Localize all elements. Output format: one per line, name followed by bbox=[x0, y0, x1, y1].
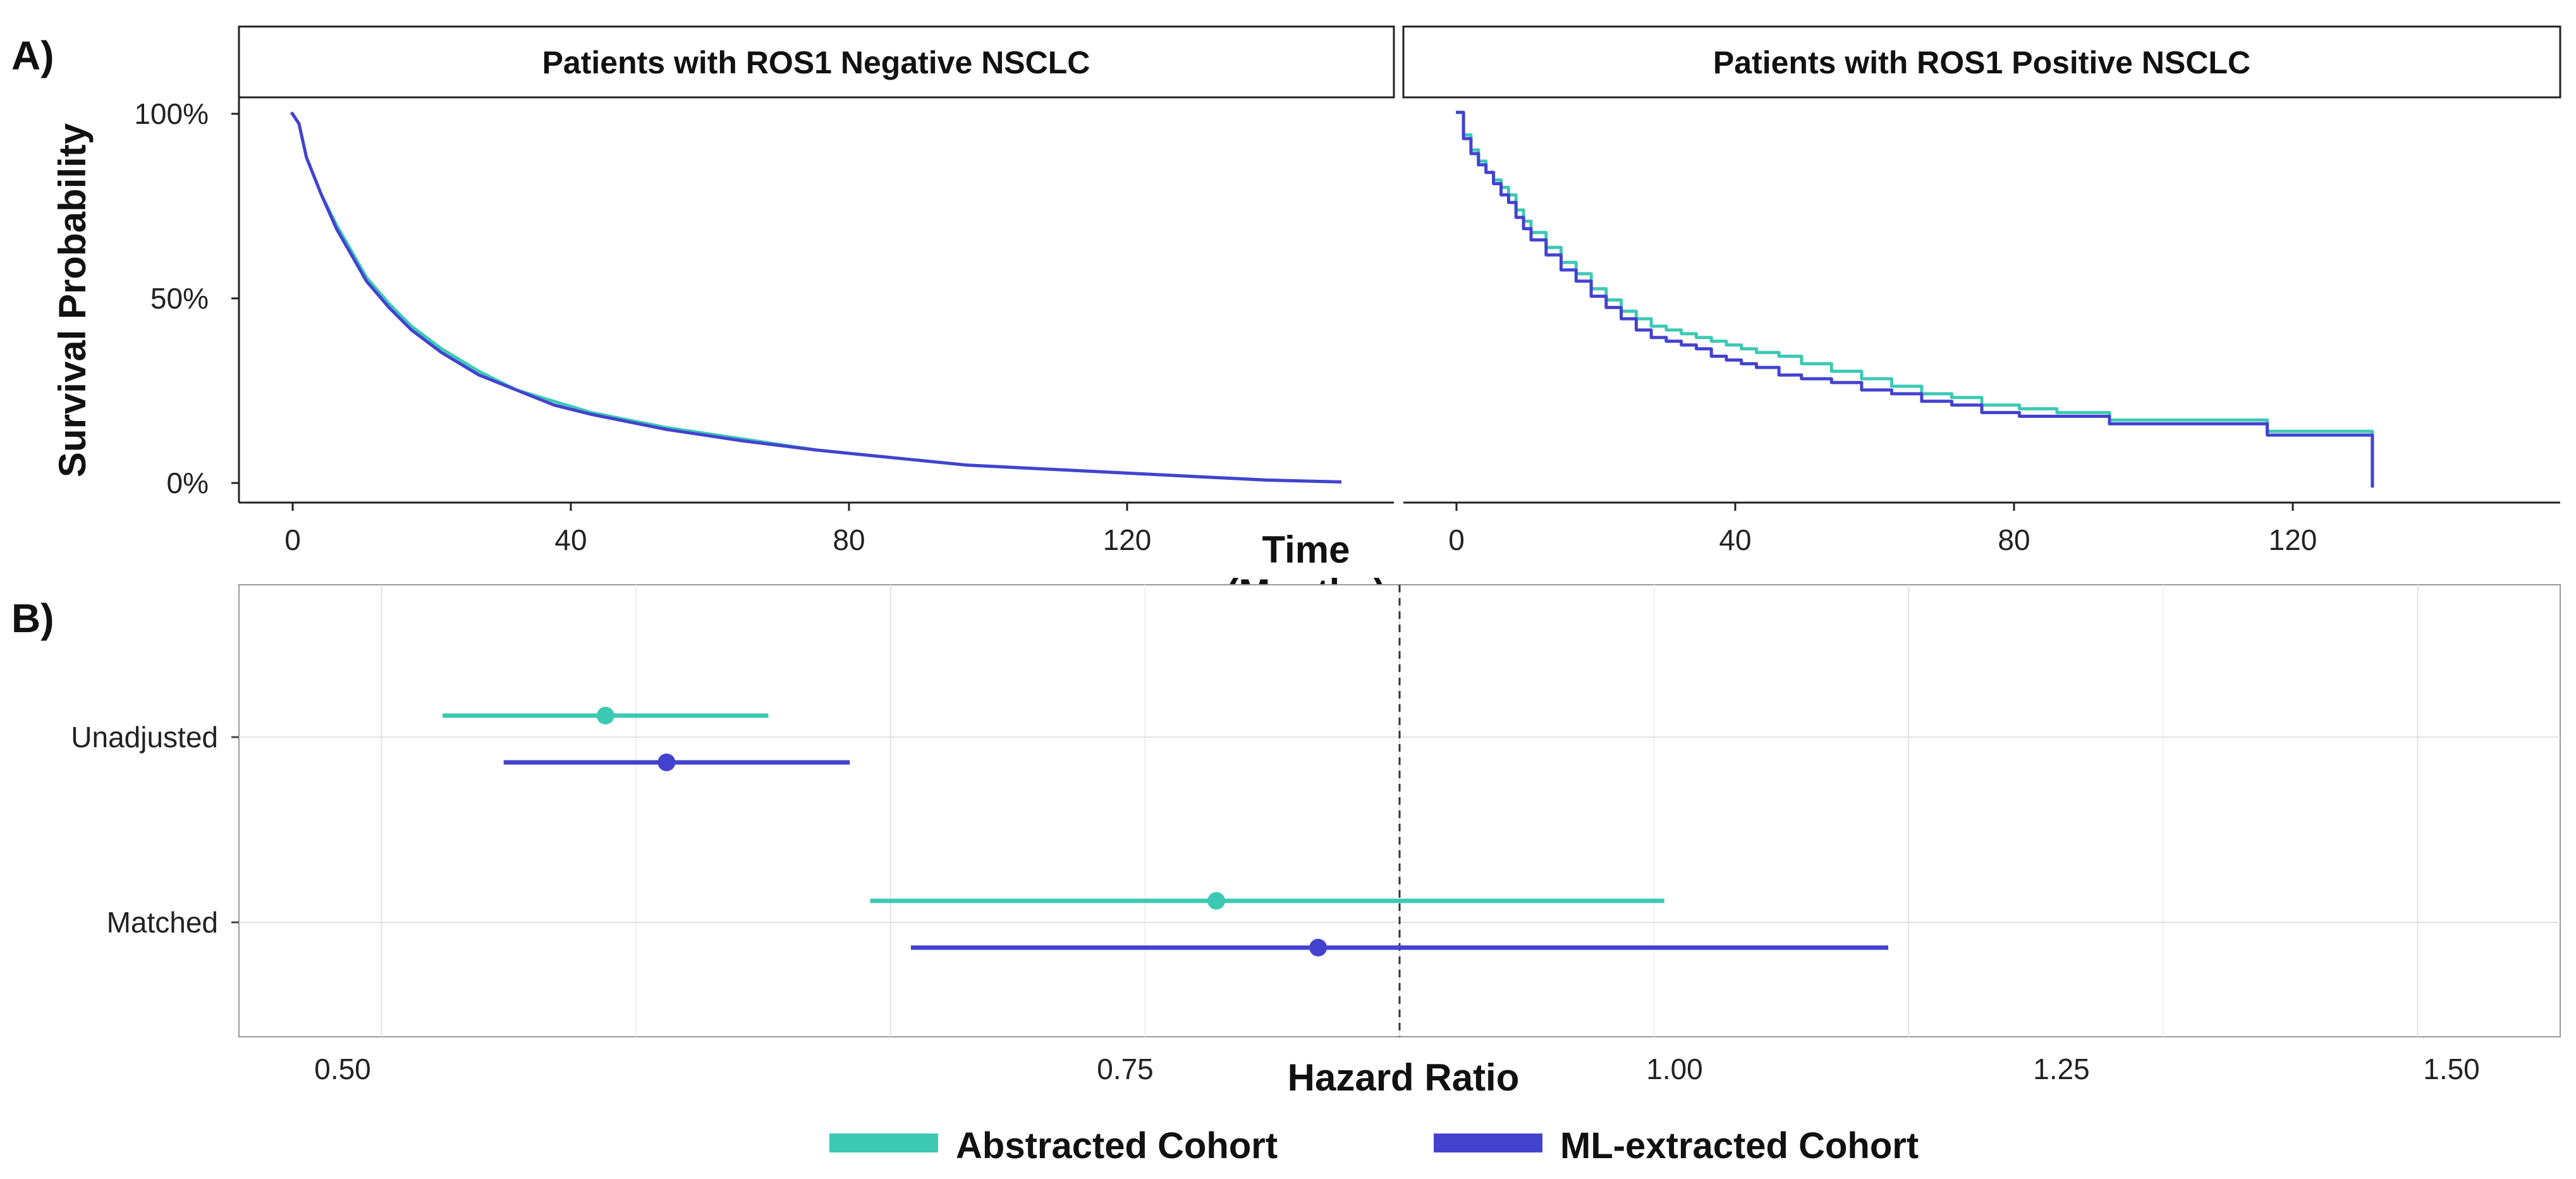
left-ytick-label: 50% bbox=[150, 282, 209, 315]
right-xtick-label: 120 bbox=[2269, 523, 2317, 556]
left-strip-box bbox=[238, 25, 1395, 99]
hazard-ratio-axis-title: Hazard Ratio bbox=[1288, 1056, 1520, 1099]
forest-xtick-label: 1.00 bbox=[1646, 1053, 1703, 1085]
time-axis-title: Time bbox=[1262, 528, 1350, 571]
left-xtick-label: 40 bbox=[554, 523, 587, 556]
forest-marks bbox=[443, 707, 1889, 956]
left-xtick-label: 80 bbox=[833, 523, 865, 556]
left-ytick-label: 100% bbox=[134, 97, 209, 130]
left-xtick-label: 120 bbox=[1103, 523, 1152, 556]
km-right-curves bbox=[1456, 111, 2374, 488]
left-panel-title: Patients with ROS1 Negative NSCLC bbox=[542, 45, 1090, 80]
forest-category-label: Matched bbox=[107, 906, 218, 939]
forest-category-label: Unadjusted bbox=[71, 721, 218, 754]
left-xtick-label: 0 bbox=[284, 523, 301, 556]
forest-estimate-point bbox=[596, 707, 614, 724]
panel-a-label: A) bbox=[11, 33, 54, 78]
km-curve-ml-extracted-cohort bbox=[290, 111, 1342, 484]
forest-estimate-point bbox=[1309, 939, 1328, 956]
left-ytick-label: 0% bbox=[167, 467, 209, 499]
forest-xtick-label: 0.50 bbox=[314, 1053, 371, 1085]
legend-label-abstracted: Abstracted Cohort bbox=[956, 1125, 1278, 1166]
km-left-curves bbox=[290, 111, 1342, 484]
km-curve-abstracted-cohort bbox=[290, 111, 1342, 484]
legend-label-ml: ML-extracted Cohort bbox=[1560, 1125, 1919, 1166]
legend-swatch-ml bbox=[1434, 1133, 1542, 1152]
km-curve-ml-extracted-cohort bbox=[1456, 111, 2374, 488]
forest-estimate-point bbox=[657, 754, 676, 771]
forest-xtick-label: 0.75 bbox=[1097, 1053, 1154, 1085]
right-xtick-label: 40 bbox=[1719, 523, 1751, 556]
right-xtick-label: 0 bbox=[1448, 523, 1465, 556]
panel-b-label: B) bbox=[11, 596, 54, 641]
right-xtick-label: 80 bbox=[1998, 523, 2030, 556]
forest-xtick-label: 1.50 bbox=[2423, 1053, 2480, 1085]
forest-xtick-label: 1.25 bbox=[2033, 1053, 2090, 1085]
forest-estimate-point bbox=[1207, 892, 1226, 910]
right-strip-box bbox=[1402, 25, 2561, 99]
forest-gridlines bbox=[239, 585, 2560, 1037]
left-xtick-marks bbox=[291, 503, 1128, 511]
right-panel-title: Patients with ROS1 Positive NSCLC bbox=[1713, 45, 2250, 80]
legend-swatch-abstracted bbox=[829, 1133, 938, 1152]
y-axis-title: Survival Probability bbox=[51, 123, 94, 477]
km-curve-abstracted-cohort bbox=[1456, 111, 2374, 488]
